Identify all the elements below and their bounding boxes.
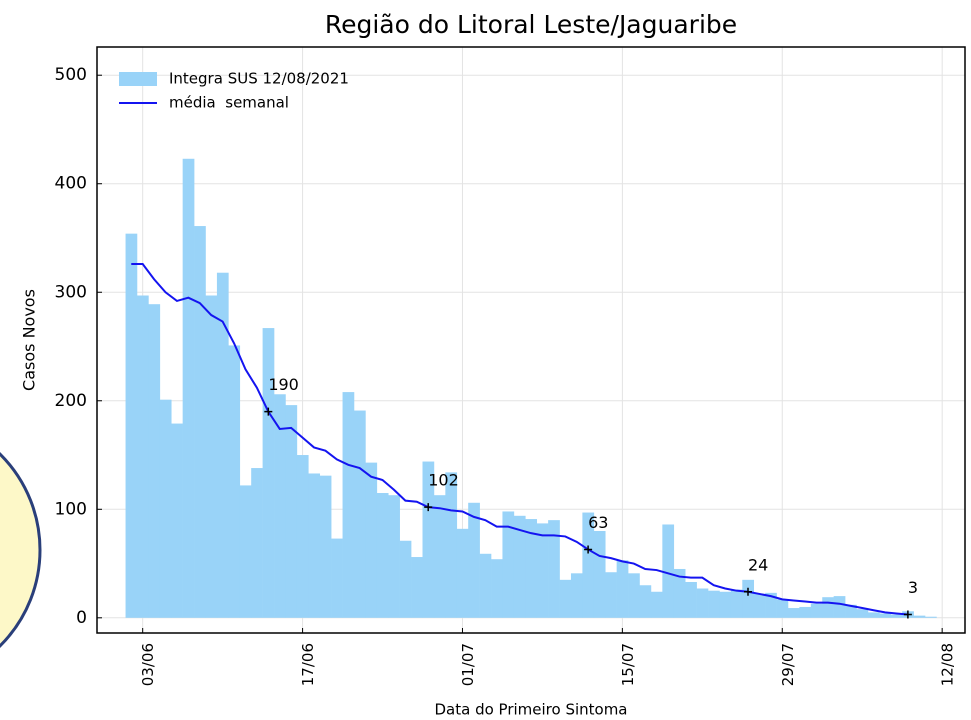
bar [206,296,218,618]
bar [263,328,275,618]
bar [925,617,937,618]
x-tick-label: 01/07 [459,643,477,686]
y-tick-label: 0 [76,608,87,628]
bar [857,609,869,618]
legend-label: média semanal [169,94,289,112]
bar [183,159,195,618]
bar [708,591,720,618]
bar [822,597,834,618]
bar [331,539,343,618]
bar [365,463,377,618]
bar [194,226,206,618]
bar [137,296,149,618]
y-tick-label: 400 [55,174,87,194]
x-tick-label: 12/08 [939,643,957,686]
bar [491,559,503,618]
bar [811,604,823,618]
bar [891,615,903,618]
bar [742,580,754,618]
bar [468,503,480,618]
bar [788,608,800,618]
data-label: 190 [268,375,299,394]
y-tick-label: 500 [55,65,87,85]
bar [400,541,412,618]
bar [685,582,697,618]
bar [388,495,400,618]
bar [605,572,617,618]
chart: Região do Litoral Leste/Jaguaribe Data d… [0,0,971,720]
bar [285,405,297,618]
data-label: 3 [908,578,918,597]
x-tick-label: 17/06 [299,643,317,686]
legend-label: Integra SUS 12/08/2021 [169,70,349,88]
bar [297,455,309,618]
bar [411,557,423,618]
bar [914,616,926,618]
bar [377,493,389,618]
chart-title: Região do Litoral Leste/Jaguaribe [325,10,737,39]
bar [445,472,457,617]
data-label: 24 [748,555,768,574]
x-axis-label: Data do Primeiro Sintoma [434,701,627,719]
bar [434,495,446,618]
data-label: 102 [428,471,459,490]
bar [217,273,229,618]
bar [240,485,252,617]
bar [777,599,789,617]
y-axis-label: Casos Novos [20,289,39,391]
bar [354,411,366,618]
bar [651,592,663,618]
bar [640,585,652,618]
bar [457,529,469,618]
x-tick-label: 15/07 [619,643,637,686]
data-label: 63 [588,513,608,532]
bar [799,607,811,618]
bar [171,424,183,618]
bar [571,573,583,617]
bar [480,554,492,618]
bar [560,580,572,618]
bar [834,596,846,618]
bar [251,468,263,618]
bar [594,531,606,618]
bar [160,400,172,618]
bar [308,473,320,617]
bar [343,392,355,618]
bar [754,594,766,618]
bar [228,345,240,617]
bar [126,234,138,618]
bar [697,589,709,618]
x-tick-label: 03/06 [139,643,157,686]
bar [868,612,880,617]
bar [731,590,743,618]
bar [617,560,629,618]
y-tick-label: 300 [55,282,87,302]
bar [662,524,674,617]
y-tick-label: 100 [55,499,87,519]
legend-swatch [119,72,157,86]
bar [719,592,731,618]
bar [879,613,891,617]
side-decoration [0,415,40,685]
y-tick-label: 200 [55,391,87,411]
bar [628,573,640,617]
bar [537,523,549,617]
bar [320,476,332,618]
bar [148,304,160,618]
x-tick-label: 29/07 [779,643,797,686]
